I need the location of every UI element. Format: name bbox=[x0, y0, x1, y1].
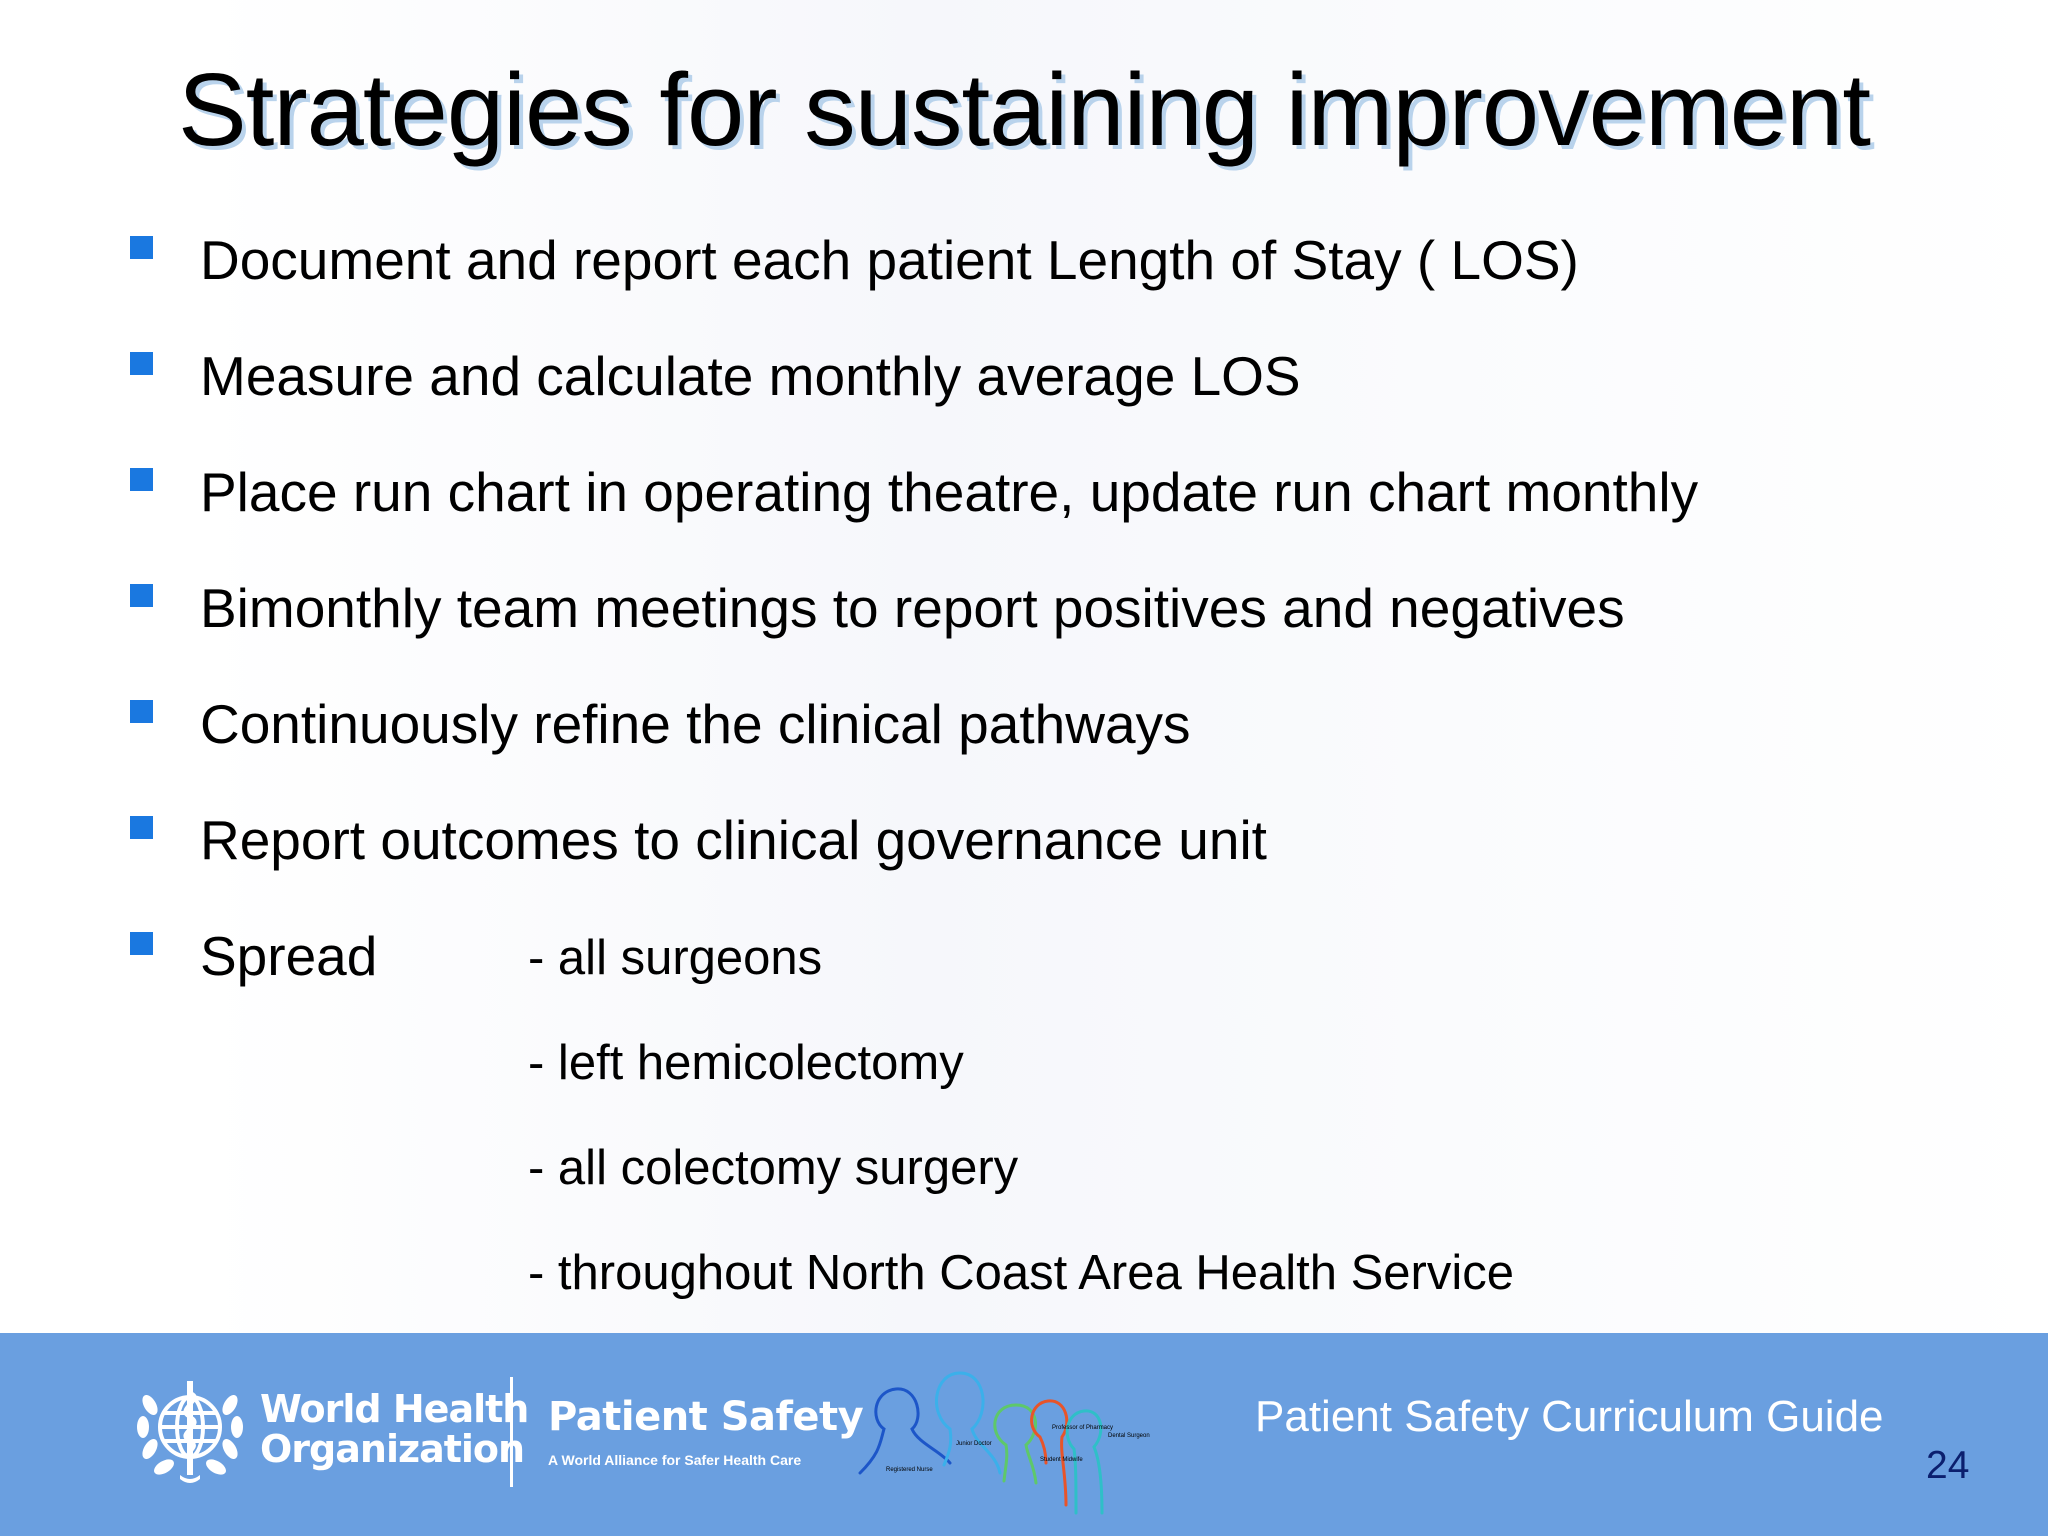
patient-safety-subtitle: A World Alliance for Safer Health Care bbox=[548, 1452, 802, 1468]
square-bullet-icon bbox=[130, 700, 153, 723]
square-bullet-icon bbox=[130, 932, 153, 955]
healthcare-figures-icon: Registered Nurse Junior Doctor Professor… bbox=[858, 1371, 1150, 1515]
who-name: World Health Organization bbox=[260, 1387, 529, 1471]
bullet-text: Report outcomes to clinical governance u… bbox=[200, 809, 1267, 871]
patient-safety-title: Patient Safety bbox=[548, 1394, 864, 1440]
spread-item: - all colectomy surgery bbox=[528, 1141, 1019, 1195]
square-bullet-icon bbox=[130, 468, 153, 491]
square-bullet-icon bbox=[130, 816, 153, 839]
spread-item: - throughout North Coast Area Health Ser… bbox=[528, 1246, 1514, 1300]
bullet-text: Bimonthly team meetings to report positi… bbox=[200, 577, 1625, 639]
figure-label: Registered Nurse bbox=[886, 1467, 933, 1473]
spread-item: - all surgeons bbox=[528, 931, 823, 985]
figure-label: Junior Doctor bbox=[956, 1441, 992, 1447]
bullet-text: Measure and calculate monthly average LO… bbox=[200, 345, 1301, 407]
figure-label: Professor of Pharmacy bbox=[1052, 1425, 1113, 1431]
bullet-text: Document and report each patient Length … bbox=[200, 229, 1579, 291]
bullet-text: Place run chart in operating theatre, up… bbox=[200, 461, 1699, 523]
slide-background bbox=[0, 0, 2048, 1333]
square-bullet-icon bbox=[130, 352, 153, 375]
footer-divider bbox=[510, 1377, 513, 1487]
slide-footer: World Health Organization Patient Safety… bbox=[0, 1333, 2048, 1536]
curriculum-guide-label: Patient Safety Curriculum Guide bbox=[1255, 1392, 1884, 1441]
bullet-text: Continuously refine the clinical pathway… bbox=[200, 693, 1191, 755]
figure-label: Student Midwife bbox=[1040, 1457, 1083, 1463]
bullet-text: Spread bbox=[200, 925, 378, 987]
square-bullet-icon bbox=[130, 584, 153, 607]
who-emblem-icon bbox=[137, 1381, 243, 1483]
slide-title: Strategies for sustaining improvement bbox=[178, 52, 1871, 167]
square-bullet-icon bbox=[130, 236, 153, 259]
page-number: 24 bbox=[1926, 1444, 1970, 1487]
figure-label: Dental Surgeon bbox=[1108, 1433, 1150, 1439]
spread-item: - left hemicolectomy bbox=[528, 1036, 964, 1090]
